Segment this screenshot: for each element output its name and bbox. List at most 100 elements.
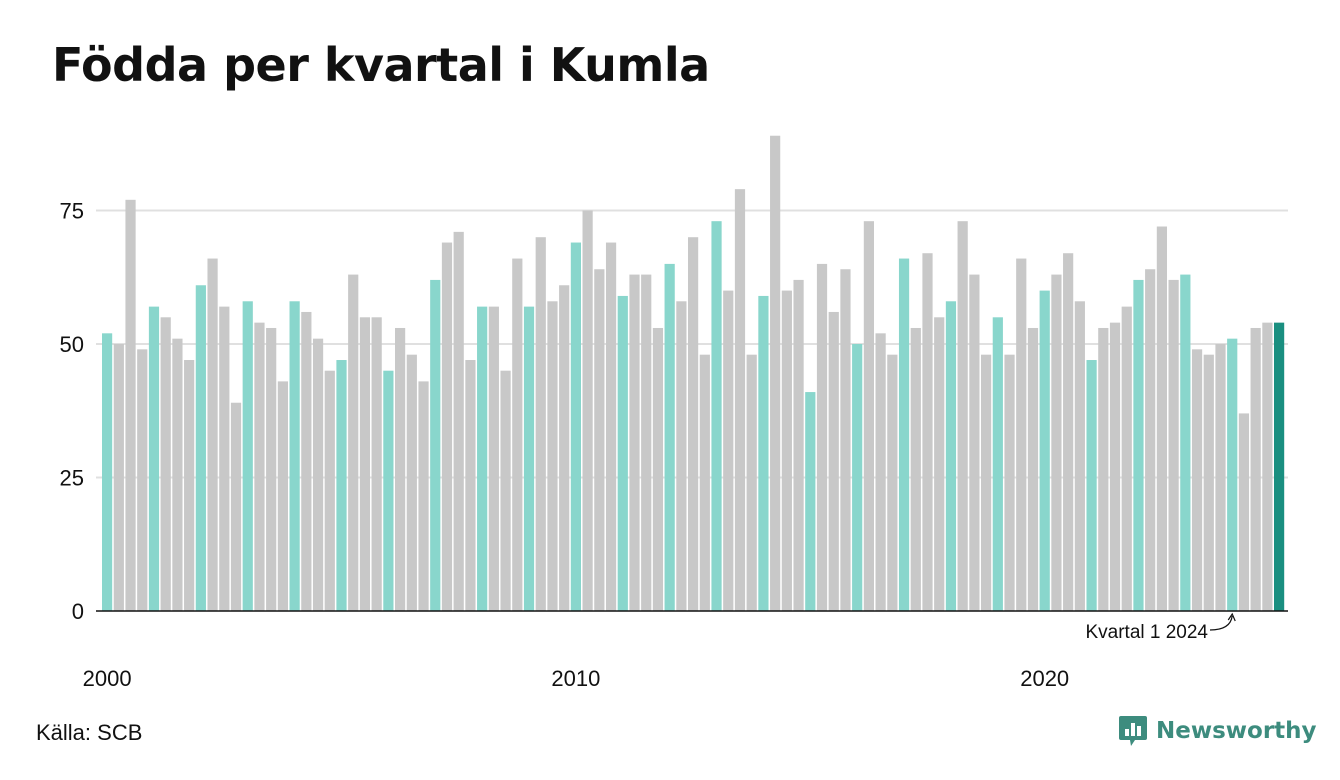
y-tick-label: 25 [60,466,84,491]
bar-2008-q1 [477,306,488,611]
bar-2022-q4 [1168,279,1179,611]
bar-2011-q1 [617,295,628,611]
y-tick-label: 0 [72,599,84,624]
bar-2023-q4 [1215,344,1226,611]
bar-2005-q3 [359,317,371,611]
bar-2015-q1 [805,392,816,611]
bar-2003-q1 [242,301,253,611]
bar-2001-q3 [172,338,183,611]
bar-2016-q4 [887,354,898,611]
annotation-arrow [1209,615,1233,631]
bar-2018-q4 [981,354,992,611]
annotation-arrowhead [1227,612,1236,622]
bar-2001-q4 [184,360,195,611]
bar-2006-q3 [406,354,417,611]
bar-2007-q2 [441,242,453,612]
bar-2011-q2 [629,274,640,611]
chart-title: Födda per kvartal i Kumla [52,38,710,92]
bar-2009-q4 [559,285,570,611]
newsworthy-logo-icon [1119,716,1147,746]
bar-2013-q2 [723,290,734,611]
bar-2008-q3 [500,370,511,611]
bar-2017-q1 [898,258,910,611]
bar-2023-q2 [1191,349,1203,611]
bar-2009-q3 [547,301,558,611]
bar-2004-q3 [312,338,324,611]
bar-2020-q3 [1063,253,1074,611]
bar-2022-q3 [1156,226,1167,611]
bar-2012-q3 [688,237,699,611]
bar-2009-q2 [535,237,546,611]
bar-2020-q1 [1039,290,1050,611]
bar-2009-q1 [523,306,535,611]
bar-2025-q1 [1274,322,1285,611]
y-tick-label: 50 [60,332,84,357]
x-tick-label: 2020 [1020,666,1069,691]
bar-2016-q3 [875,333,886,611]
bar-2017-q3 [922,253,933,611]
bar-2005-q4 [371,317,382,611]
bar-2017-q4 [934,317,945,611]
bar-2004-q4 [324,370,335,611]
bar-2019-q4 [1027,327,1039,611]
bar-2002-q3 [219,306,230,611]
bar-2023-q1 [1180,274,1191,611]
x-tick-label: 2010 [551,666,600,691]
bar-2018-q1 [945,301,957,611]
bar-2014-q2 [770,135,781,612]
bar-2022-q1 [1133,279,1144,611]
bar-2003-q3 [266,327,277,611]
annotation: Kvartal 1 2024 [1085,612,1236,643]
bar-2013-q4 [746,354,757,611]
annotation-label: Kvartal 1 2024 [1085,622,1208,643]
bar-2021-q4 [1121,306,1132,611]
bar-2024-q4 [1262,322,1273,611]
bar-2016-q2 [863,221,874,611]
bar-2004-q2 [301,311,312,611]
bar-2024-q2 [1238,413,1250,611]
bar-2022-q2 [1145,269,1156,611]
bar-2008-q2 [488,306,499,611]
bar-2002-q4 [230,402,242,611]
bar-2019-q3 [1016,258,1027,611]
bar-2014-q4 [793,279,804,611]
bar-2011-q3 [641,274,652,611]
bar-2010-q2 [582,210,593,611]
source-note: Källa: SCB [36,720,143,745]
bar-2015-q2 [816,263,828,611]
bar-2021-q1 [1086,360,1097,611]
bar-2021-q2 [1098,327,1109,611]
bar-2013-q1 [711,221,722,611]
bar-2008-q4 [512,258,523,611]
bar-2007-q4 [465,360,476,611]
bar-2012-q2 [676,301,687,611]
bar-2020-q2 [1051,274,1062,611]
bar-2023-q3 [1203,354,1214,611]
brand-logo[interactable]: Newsworthy [1118,714,1317,748]
y-axis-ticks: 0 25 50 75 [60,199,84,625]
bar-2004-q1 [289,301,300,611]
bar-2010-q1 [570,242,581,612]
brand-name: Newsworthy [1156,718,1317,744]
bar-2024-q3 [1250,327,1261,611]
bar-2015-q3 [828,311,839,611]
bar-2003-q2 [254,322,265,611]
bar-2000-q3 [125,199,136,611]
bar-2016-q1 [852,344,863,611]
bar-2011-q4 [652,327,664,611]
bar-2006-q1 [383,370,394,611]
bar-2018-q2 [957,221,968,611]
bar-2003-q4 [277,381,288,611]
bar-2000-q1 [102,333,113,611]
bar-2006-q2 [395,327,406,611]
bar-2005-q2 [348,274,359,611]
bar-2024-q1 [1227,338,1238,611]
bar-2017-q2 [910,327,921,611]
bar-2020-q4 [1074,301,1085,611]
bar-2012-q4 [699,354,710,611]
bar-2014-q1 [758,295,769,611]
bar-2018-q3 [969,274,980,611]
bar-2007-q3 [453,231,464,612]
bar-2014-q3 [781,290,792,611]
